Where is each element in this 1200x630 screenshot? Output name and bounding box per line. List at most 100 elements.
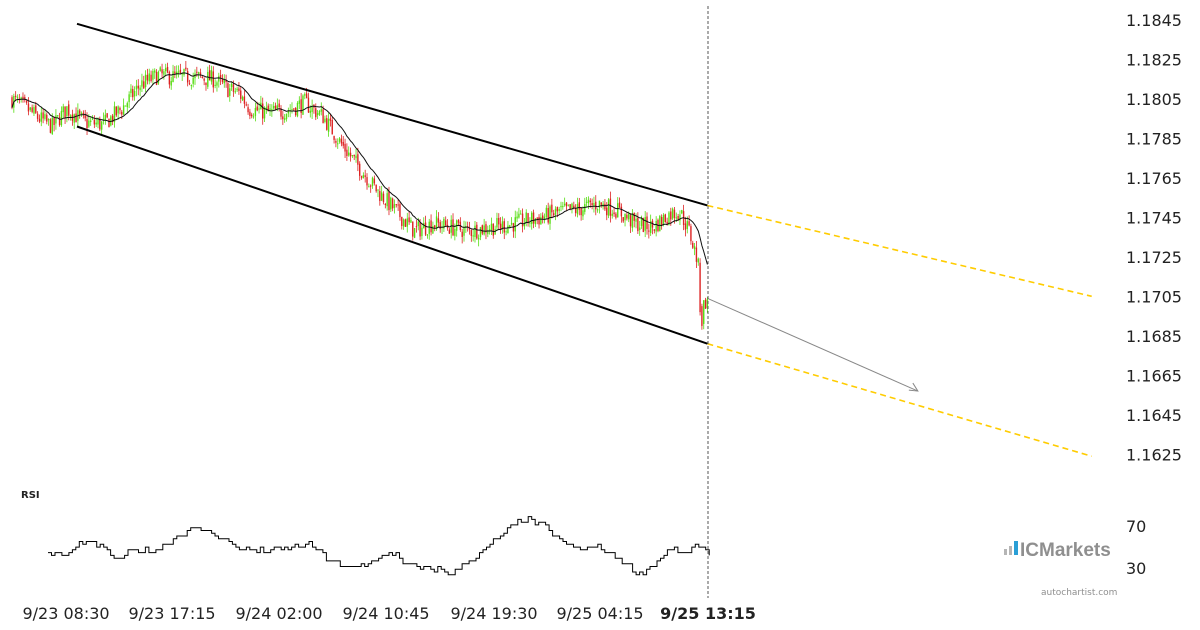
candle-body bbox=[274, 105, 277, 110]
candle-body bbox=[329, 118, 332, 121]
candle-body bbox=[196, 71, 198, 73]
candle-body bbox=[300, 99, 302, 114]
candle-body bbox=[29, 107, 31, 110]
candle-body bbox=[73, 114, 75, 123]
candle-body bbox=[282, 116, 284, 120]
candle-body bbox=[192, 77, 194, 84]
candle-body bbox=[86, 119, 88, 129]
candle-body bbox=[395, 204, 397, 206]
rsi-line bbox=[48, 516, 710, 576]
candle-body bbox=[463, 227, 465, 236]
candle-body bbox=[296, 103, 299, 117]
candle-body bbox=[589, 200, 591, 203]
candle-body bbox=[397, 204, 399, 206]
candle-body bbox=[25, 100, 28, 103]
candle-body bbox=[646, 216, 648, 229]
candle-body bbox=[410, 219, 412, 223]
candle-body bbox=[102, 118, 105, 120]
candle-body bbox=[152, 71, 154, 80]
candle-body bbox=[600, 202, 602, 205]
candle-body bbox=[351, 155, 354, 157]
y-tick-label: 1.1845 bbox=[1126, 11, 1182, 30]
candle-body bbox=[640, 217, 643, 226]
y-tick-label: 1.1665 bbox=[1126, 366, 1182, 385]
candle-body bbox=[53, 117, 55, 126]
candle-body bbox=[421, 227, 423, 237]
candle-body bbox=[177, 71, 180, 73]
candle-body bbox=[483, 225, 485, 235]
candle-body bbox=[208, 70, 211, 81]
candle-body bbox=[227, 83, 229, 98]
candle-body bbox=[543, 216, 546, 221]
candle-body bbox=[567, 204, 570, 206]
channel-lower-line bbox=[76, 125, 708, 345]
x-axis: 9/23 08:30 9/23 17:15 9/24 02:00 9/24 10:45… bbox=[22, 604, 755, 623]
candle-body bbox=[476, 224, 478, 239]
candle-body bbox=[642, 218, 645, 233]
projection-lower-line bbox=[707, 342, 1092, 457]
candle-body bbox=[509, 225, 511, 228]
target-arrowhead bbox=[908, 382, 919, 392]
candle-body bbox=[688, 221, 690, 226]
candle-body bbox=[578, 202, 580, 210]
candle-body bbox=[384, 203, 387, 205]
candle-body bbox=[88, 120, 90, 127]
candle-body bbox=[128, 94, 130, 103]
candle-body bbox=[542, 215, 544, 219]
candle-body bbox=[659, 216, 661, 232]
candle-body bbox=[221, 79, 224, 82]
candle-body bbox=[16, 96, 19, 98]
candle-body bbox=[618, 202, 621, 208]
candle-body bbox=[653, 229, 656, 231]
candle-body bbox=[143, 81, 145, 89]
candle-body bbox=[477, 237, 480, 240]
candle-body bbox=[69, 115, 72, 117]
candle-body bbox=[186, 71, 189, 83]
candle-body bbox=[677, 216, 679, 220]
candle-body bbox=[141, 80, 143, 87]
candle-body bbox=[302, 95, 304, 115]
candle-body bbox=[373, 178, 376, 184]
candle-body bbox=[520, 213, 522, 215]
candle-body bbox=[326, 118, 328, 130]
candle-body bbox=[20, 97, 22, 100]
candle-body bbox=[278, 103, 280, 108]
candle-body bbox=[430, 220, 432, 233]
candle-body bbox=[638, 227, 641, 231]
candle-body bbox=[655, 220, 657, 232]
candle-body bbox=[148, 73, 150, 82]
candle-body bbox=[91, 118, 94, 120]
candle-body bbox=[607, 199, 610, 216]
candle-body bbox=[393, 204, 396, 208]
candle-body bbox=[58, 117, 61, 126]
bar-chart-icon bbox=[1004, 541, 1018, 555]
candle-body bbox=[340, 138, 343, 144]
candle-body bbox=[269, 108, 271, 112]
x-tick-label: 9/23 17:15 bbox=[128, 604, 215, 623]
candle-body bbox=[99, 118, 101, 130]
candle-body bbox=[558, 209, 560, 211]
candle-body bbox=[135, 85, 138, 90]
candle-body bbox=[560, 205, 562, 208]
candle-body bbox=[256, 106, 258, 111]
candle-body bbox=[693, 246, 696, 250]
candle-body bbox=[359, 163, 361, 176]
candle-body bbox=[490, 223, 493, 230]
candle-body bbox=[155, 71, 158, 86]
candle-body bbox=[84, 114, 86, 119]
candle-body bbox=[401, 216, 403, 226]
candle-body bbox=[232, 84, 235, 92]
candle-body bbox=[690, 226, 692, 242]
candle-body bbox=[604, 203, 606, 210]
candle-body bbox=[596, 209, 599, 211]
candle-body bbox=[165, 67, 167, 72]
candle-body bbox=[439, 222, 441, 230]
brand-logo: ICMarkets autochartist.com bbox=[1004, 540, 1117, 598]
x-tick-label: 9/23 08:30 bbox=[22, 604, 109, 623]
candle-body bbox=[322, 109, 324, 124]
candle-body bbox=[159, 67, 161, 71]
candle-body bbox=[428, 221, 430, 234]
candle-body bbox=[635, 218, 637, 222]
candle-body bbox=[219, 74, 222, 79]
candle-body bbox=[375, 184, 377, 192]
